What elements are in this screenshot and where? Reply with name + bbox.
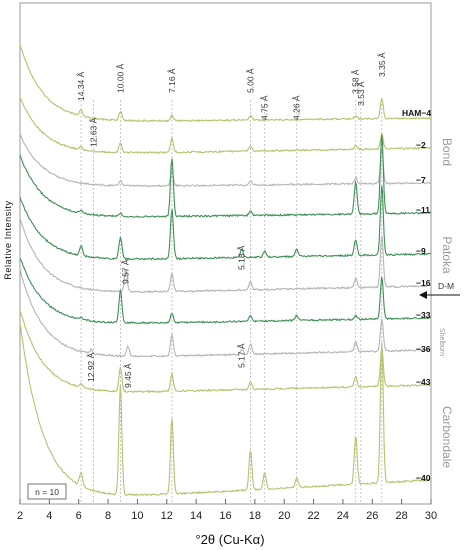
x-tick-label: 30 (425, 510, 437, 522)
peak-label: 14.34 Å (76, 71, 86, 101)
sample-labels: HAM−4 −2 −7 −11 −9 −16 −33 −36 −43 −40 (402, 108, 431, 483)
sample-label: −43 (416, 377, 431, 387)
x-tick-label: 2 (17, 510, 23, 522)
peak-label: 4.75 Å (260, 95, 270, 120)
trace-line (19, 217, 432, 294)
trace-line (19, 134, 432, 219)
peak-label: 7.16 Å (167, 68, 177, 93)
peak-label: 10.00 Å (115, 63, 125, 93)
peak-label: 3.53 Å (356, 81, 366, 106)
peak-label: 5.00 Å (245, 68, 255, 93)
x-tick-label: 24 (337, 510, 349, 522)
n-label: n = 10 (35, 487, 59, 497)
peak-label: 9.57 Å (121, 259, 131, 284)
trace-line (19, 258, 432, 325)
plot-frame (19, 2, 432, 505)
x-tick-label: 26 (366, 510, 378, 522)
sample-label: −11 (416, 205, 430, 215)
peak-label: 3.58 Å (351, 69, 361, 94)
trace-line (19, 185, 432, 261)
peak-label: 4.26 Å (292, 95, 302, 120)
trace-line (19, 133, 432, 188)
x-tick-label: 6 (76, 510, 82, 522)
dm-label: D-M (438, 281, 454, 291)
trace-line (19, 323, 432, 497)
x-tick-label: 22 (307, 510, 319, 522)
sample-label: −40 (416, 473, 431, 483)
sample-label: −9 (416, 246, 426, 256)
x-tick-label: 12 (161, 510, 173, 522)
x-tick-label: 28 (396, 510, 408, 522)
formation-label-patoka: Patoka (440, 236, 454, 274)
dm-marker: D-M (419, 281, 460, 299)
reference-lines (80, 100, 383, 504)
formation-label-shelburn: Shelburn (438, 328, 445, 356)
x-tick-label: 16 (219, 510, 231, 522)
x-tick-label: 10 (131, 510, 143, 522)
sample-label: −2 (416, 140, 426, 150)
peak-label: 5.18 Å (237, 245, 247, 270)
formation-label-carbondale: Carbondale (440, 406, 454, 468)
peak-label: 5.17 Å (237, 343, 247, 368)
diffraction-traces (19, 43, 432, 497)
sample-label: −33 (416, 310, 431, 320)
sample-label: HAM−4 (402, 108, 431, 118)
peak-label: 9.45 Å (123, 363, 133, 388)
trace-line (19, 268, 432, 358)
formation-label-bond: Bond (440, 138, 454, 166)
x-axis-title: °2θ (Cu-Kα) (195, 532, 264, 547)
peak-label: 12.92 Å (86, 352, 96, 382)
sample-label: −16 (416, 278, 431, 288)
sample-label: −36 (416, 344, 431, 354)
n-box (27, 483, 67, 500)
y-axis-title: Relative Intensity (3, 200, 13, 279)
x-tick-label: 18 (249, 510, 261, 522)
peak-label: 3.35 Å (377, 52, 387, 77)
peak-labels: 14.34 Å 12.63 Å 10.00 Å 7.16 Å 5.00 Å 4.75 Å 4… (76, 52, 387, 388)
x-tick-label: 8 (105, 510, 111, 522)
x-tick-label: 14 (190, 510, 202, 522)
sample-label: −7 (416, 175, 426, 185)
trace-line (19, 309, 432, 394)
x-tick-label: 20 (278, 510, 290, 522)
trace-line (19, 96, 432, 155)
x-tick-label: 4 (46, 510, 52, 522)
peak-label: 12.63 Å (88, 117, 98, 147)
x-axis: 2 4 6 8 10 12 14 16 18 20 22 24 26 28 30 (17, 499, 437, 522)
trace-line (19, 43, 432, 123)
